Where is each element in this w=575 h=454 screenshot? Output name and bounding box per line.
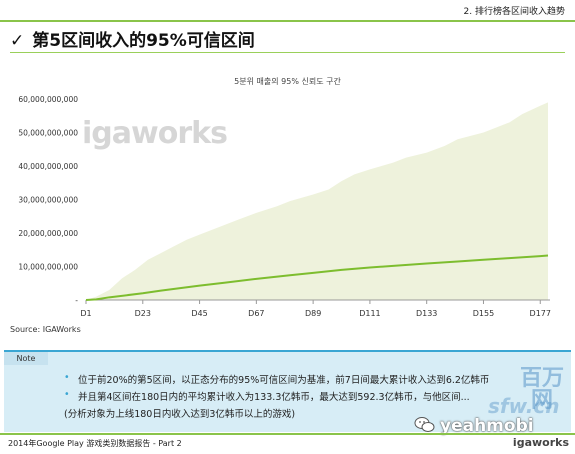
y-tick-label: 40,000,000,000 <box>18 162 78 171</box>
bullet-icon: • <box>64 372 70 383</box>
note-text: (分析对象为上线180日内收入达到3亿韩币以上的游戏) <box>64 409 296 420</box>
x-tick-label: D133 <box>416 309 437 318</box>
x-tick-label: D45 <box>191 309 207 318</box>
y-tick-label: 20,000,000,000 <box>18 229 78 238</box>
y-tick-label: 30,000,000,000 <box>18 196 78 205</box>
x-tick-label: D23 <box>135 309 151 318</box>
top-bar: 2. 排行榜各区间收入趋势 <box>0 0 575 22</box>
chart-watermark-logo: igaworks <box>82 116 228 151</box>
footer-logo: igaworks <box>512 436 569 449</box>
y-tick-label: 60,000,000,000 <box>18 95 78 104</box>
top-rule <box>0 20 575 22</box>
chart-title: 5분위 매출의 95% 신뢰도 구간 <box>234 77 341 86</box>
check-icon: ✓ <box>10 31 25 51</box>
site-watermark: 百万网 <box>519 366 564 413</box>
x-tick-label: D177 <box>530 309 551 318</box>
note-text: 并且第4区间在180日内的平均累计收入为133.3亿韩币，最大达到592.3亿韩… <box>78 392 470 403</box>
confidence-band-area <box>86 102 548 300</box>
confidence-band-chart: 60,000,000,000 50,000,000,000 40,000,000,0… <box>18 95 551 318</box>
note-panel <box>4 350 571 432</box>
source-note: Source: IGAWorks <box>10 325 81 334</box>
footer-rule <box>0 433 575 435</box>
page-title-text: 第5区间收入的95%可信区间 <box>32 31 255 51</box>
note-text: 位于前20%的第5区间，以正态分布的95%可信区间为基准，前7日间最大累计收入达… <box>78 375 490 386</box>
y-tick-label: 50,000,000,000 <box>18 129 78 138</box>
note-list: • 位于前20%的第5区间，以正态分布的95%可信区间为基准，前7日间最大累计收入… <box>64 372 489 423</box>
wechat-icon <box>414 417 435 432</box>
site-watermark-url: sfw.cn <box>488 394 560 418</box>
note-label: Note <box>4 352 48 365</box>
x-tick-label: D155 <box>473 309 494 318</box>
section-label: 2. 排行榜各区间收入趋势 <box>463 7 565 17</box>
note-item: • 位于前20%的第5区间，以正态分布的95%可信区间为基准，前7日间最大累计收入… <box>64 372 489 389</box>
y-tick-label: - <box>75 296 78 305</box>
x-tick-label: D89 <box>305 309 321 318</box>
page-title: ✓ 第5区间收入的95%可信区间 <box>10 26 255 51</box>
note-item: • 并且第4区间在180日内的平均累计收入为133.3亿韩币，最大达到592.3亿… <box>64 389 489 406</box>
brand-watermark: yeahmobi <box>440 416 534 436</box>
series-line <box>85 254 549 301</box>
x-tick-label: D67 <box>248 309 264 318</box>
footer-text: 2014年Google Play 游戏类别数据报告 - Part 2 <box>8 439 182 448</box>
y-tick-label: 10,000,000,000 <box>18 263 78 272</box>
title-rule <box>10 52 565 53</box>
note-item: (分析对象为上线180日内收入达到3亿韩币以上的游戏) <box>64 406 489 423</box>
bullet-icon: • <box>64 389 70 400</box>
x-tick-label: D111 <box>359 309 380 318</box>
x-tick-label: D1 <box>80 309 91 318</box>
